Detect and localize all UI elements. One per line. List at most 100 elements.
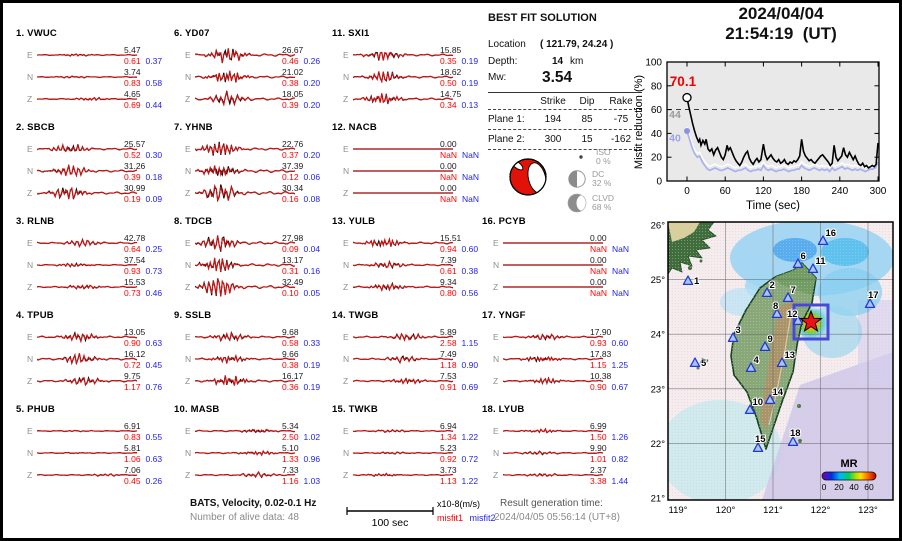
component-label: N — [185, 354, 192, 364]
dc-ball-icon — [568, 170, 586, 188]
result-time-label: Result generation time: — [500, 498, 603, 509]
trace-values: 0.00 NaN NaN — [589, 232, 645, 254]
component-label: E — [27, 238, 33, 248]
misfit1-value: 0.50 — [440, 77, 457, 88]
misfit2-legend-label: misfit2 — [469, 513, 496, 523]
amplitude-value: 5.34 — [282, 421, 299, 431]
amplitude-value: 30.99 — [124, 183, 146, 193]
trace-values: 15.51 0.94 0.60 — [439, 232, 495, 254]
waveform-trace — [503, 427, 603, 434]
station-title: 5. PHUB — [16, 404, 55, 415]
amplitude-value: 17.90 — [590, 327, 612, 337]
misfit2-value: 0.06 — [303, 171, 321, 182]
svg-text:Time (sec): Time (sec) — [746, 200, 800, 212]
misfit2-value: 1.26 — [611, 431, 629, 442]
trace-row-E: E 22.76 0.37 0.20 — [174, 138, 332, 160]
map-lat-tick: 22° — [651, 439, 666, 450]
amplitude-value: 0.00 — [440, 183, 457, 193]
station-title: 8. TDCB — [174, 216, 213, 227]
trace-values: 17.90 0.93 0.60 — [589, 326, 645, 348]
amplitude-value: 5.89 — [440, 327, 457, 337]
time-scalebar: 100 sec — [346, 507, 434, 529]
misfit2-value: 0.67 — [611, 381, 629, 392]
trace-values: 18.62 0.50 0.19 — [439, 66, 495, 88]
component-label: Z — [343, 376, 349, 386]
waveform-trace — [37, 53, 137, 57]
trace-values: 0.00 NaN NaN — [439, 182, 495, 204]
trace-values: 26.67 0.46 0.26 — [281, 44, 337, 66]
amplitude-value: 9.90 — [590, 443, 607, 453]
station-block-TPUB: 4. TPUB E 13.05 0.90 0.63 N 16.12 0.72 0.45 Z 9.75… — [16, 310, 174, 392]
svg-text:0: 0 — [684, 186, 690, 197]
trace-row-Z: Z 15.53 0.73 0.46 — [16, 276, 174, 298]
amplitude-value: 13.17 — [282, 255, 304, 265]
misfit1-value: 0.36 — [282, 381, 299, 392]
misfit2-value: 1.15 — [461, 337, 479, 348]
station-block-RLNB: 3. RLNB E 42.78 0.64 0.25 N 37.54 0.93 0.73 Z 15.5… — [16, 216, 174, 298]
station-block-TDCB: 8. TDCB E 27.98 0.09 0.04 N 13.17 0.31 0.16 Z 32.4… — [174, 216, 332, 298]
component-label: E — [185, 50, 191, 60]
amplitude-value: 9.34 — [440, 277, 457, 287]
misfit1-value: 1.13 — [440, 475, 457, 486]
trace-row-N: N 0.00 NaN NaN — [482, 254, 640, 276]
misfit1-value: 0.72 — [124, 359, 141, 370]
trace-values: 6.94 1.34 1.22 — [439, 420, 495, 442]
waveform-trace — [353, 93, 453, 105]
map-station-15: 15 — [752, 433, 767, 453]
trace-row-N: N 7.49 1.18 0.90 — [332, 348, 490, 370]
trace-values: 5.47 0.61 0.37 — [123, 44, 179, 66]
trace-row-N: N 18.62 0.50 0.19 — [332, 66, 490, 88]
waveform-trace — [353, 281, 453, 292]
component-label: N — [27, 448, 34, 458]
amplitude-value: 2.37 — [590, 465, 607, 475]
event-datetime-header: 2024/04/04 21:54:19 (UT) — [660, 4, 902, 44]
amplitude-value: 16.17 — [282, 371, 304, 381]
amplitude-value: 7.39 — [440, 255, 457, 265]
map-station-13: 13 — [776, 349, 796, 368]
waveform-trace — [37, 376, 137, 387]
dc-row: DC 32 % — [566, 168, 611, 190]
station-title: 9. SSLB — [174, 310, 212, 321]
trace-values: 30.34 0.16 0.08 — [281, 182, 337, 204]
event-time: 21:54:19 (UT) — [725, 24, 837, 43]
amplitude-value: 18.05 — [282, 89, 304, 99]
component-label: E — [27, 332, 33, 342]
trace-row-Z: Z 10.38 0.90 0.67 — [482, 370, 640, 392]
clvd-ball-icon — [567, 193, 587, 213]
trace-values: 9.34 0.80 0.56 — [439, 276, 495, 298]
waveform-trace — [37, 353, 137, 366]
component-label: N — [185, 260, 192, 270]
trace-values: 2.37 3.38 1.44 — [589, 464, 645, 486]
waveform-trace — [195, 278, 295, 297]
station-block-YNGF: 17. YNGF E 17.90 0.93 0.60 N 17.83 1.15 1.25 Z 10.… — [482, 310, 640, 392]
component-label: E — [27, 50, 33, 60]
svg-text:44: 44 — [669, 109, 681, 121]
component-label: Z — [493, 376, 499, 386]
trace-values: 7.06 0.45 0.26 — [123, 464, 179, 486]
amplitude-value: 37.54 — [124, 255, 146, 265]
waveform-trace — [195, 375, 295, 387]
misfit1-value: 0.38 — [282, 77, 299, 88]
trace-row-E: E 17.90 0.93 0.60 — [482, 326, 640, 348]
amplitude-value: 37.39 — [282, 161, 304, 171]
trace-values: 27.98 0.09 0.04 — [281, 232, 337, 254]
misfit2-value: 0.76 — [145, 381, 163, 392]
misfit2-value: 0.30 — [145, 149, 163, 160]
misfit2-value: 0.04 — [303, 243, 321, 254]
waveform-trace — [503, 264, 603, 266]
trace-values: 7.39 0.61 0.38 — [439, 254, 495, 276]
amplitude-value: 9.68 — [282, 327, 299, 337]
trace-values: 25.57 0.52 0.30 — [123, 138, 179, 160]
amplitude-value: 3.74 — [124, 67, 141, 77]
station-map: 1 2345678910111213141516171826°25°24°23°2… — [651, 221, 894, 516]
svg-text:100: 100 — [645, 58, 662, 69]
component-label: N — [493, 354, 500, 364]
station-block-NACB: 12. NACB E 0.00 NaN NaN N 0.00 NaN NaN Z 0.00 NaN Na… — [332, 122, 490, 204]
amplitude-value: 5.47 — [124, 45, 141, 55]
svg-text:70.1: 70.1 — [670, 74, 697, 89]
trace-row-Z: Z 2.37 3.38 1.44 — [482, 464, 640, 486]
amplitude-value: 31.26 — [124, 161, 146, 171]
map-station-9: 9 — [759, 333, 774, 352]
focal-mechanism-beachball-icon — [509, 158, 547, 196]
amplitude-value: 5.10 — [282, 443, 299, 453]
